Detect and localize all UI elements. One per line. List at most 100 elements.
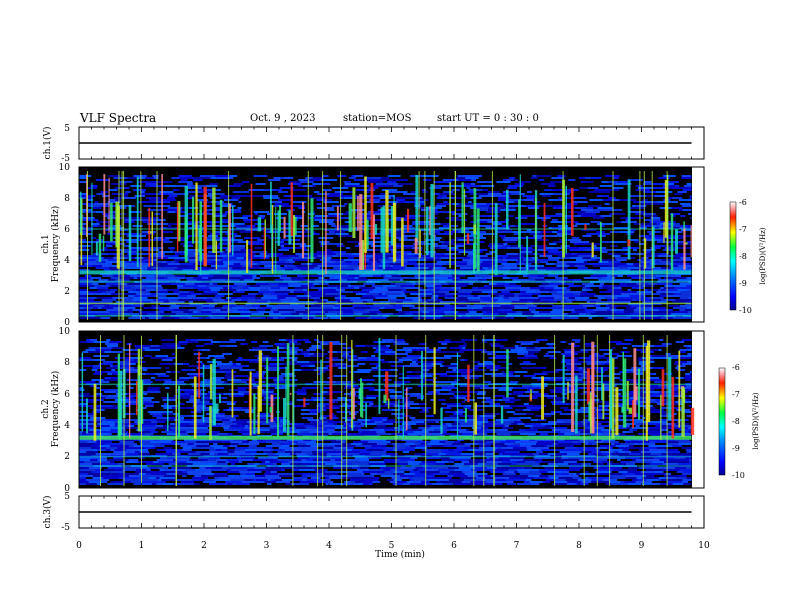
spectrogram-cell [197, 311, 202, 313]
spectrogram-cell [134, 295, 142, 297]
spectrogram-cell [461, 261, 468, 263]
spectrogram-cell [577, 267, 588, 269]
spectrogram-cell [591, 443, 597, 445]
spectrogram-cell [155, 355, 169, 357]
spectrogram-cell [669, 419, 680, 421]
spectrogram-cell [85, 197, 92, 199]
spectrogram-cell [548, 313, 554, 315]
spectrogram-cell [240, 277, 253, 279]
spectrogram-cell [535, 277, 545, 279]
spectrogram-cell [404, 403, 420, 405]
spectrogram-cell [673, 255, 687, 257]
spectrogram-cell [174, 253, 188, 255]
spectrogram-cell [79, 283, 92, 285]
spectrogram-cell [242, 215, 246, 217]
spectrogram-cell [229, 427, 244, 429]
spectrogram-cell [572, 225, 578, 227]
spectrogram-cell [662, 423, 676, 425]
spectrogram-cell [177, 421, 190, 423]
spectrogram-cell [253, 263, 258, 265]
spectrogram-cell [296, 427, 307, 429]
spectrogram-cell [93, 443, 104, 445]
spectrogram-cell [493, 297, 504, 299]
spectrogram-cell [531, 311, 539, 313]
spectrogram-cell [585, 285, 596, 287]
spectrogram-cell [237, 285, 247, 287]
spectrogram-cell [440, 365, 444, 367]
spectrogram-cell [627, 283, 636, 285]
spectrogram-cell [689, 263, 692, 265]
spectrogram-cell [220, 219, 231, 221]
spectrogram-cell [559, 227, 572, 229]
spectrogram-cell [570, 257, 583, 259]
spectrogram-cell [613, 177, 619, 179]
spectrogram-cell [680, 203, 691, 205]
spectrogram-cell [302, 339, 310, 341]
spectrogram-cell [353, 313, 363, 315]
spectrogram-cell [194, 393, 208, 395]
spectrogram-cell [613, 227, 629, 229]
spectrogram-cell [619, 317, 632, 319]
spectrogram-cell [631, 299, 637, 301]
spectrogram-cell [503, 191, 520, 193]
spectrogram-cell [572, 443, 582, 445]
spectrogram-cell [336, 399, 352, 401]
spectrogram-cell [624, 339, 633, 341]
spectrogram-cell [681, 411, 692, 413]
spectrogram-cell [159, 363, 175, 365]
spectrogram-cell [492, 195, 510, 197]
spectrogram-cell [145, 277, 156, 279]
spectrogram-cell [431, 433, 443, 435]
spectrogram-cell [352, 279, 368, 281]
spectrogram-cell [79, 425, 83, 427]
spectrogram-cell [652, 227, 659, 229]
spectrogram-cell [423, 257, 441, 259]
spectrogram-cell [170, 305, 180, 307]
spectrogram-cell [512, 279, 530, 281]
spectrogram-cell [96, 441, 112, 443]
spectrogram-cell [611, 275, 618, 277]
spectrogram-cell [388, 289, 402, 291]
spectrogram-cell [297, 275, 307, 277]
spectrogram-cell [379, 201, 388, 203]
spectrogram-cell [231, 245, 246, 247]
spectrogram-cell [448, 391, 465, 393]
spectrogram-cell [333, 423, 337, 425]
spectrogram-cell [399, 373, 404, 375]
spectrogram-cell [488, 421, 494, 423]
spectrogram-cell [126, 379, 143, 381]
spectrogram-cell [587, 263, 600, 265]
spectrogram-cell [528, 307, 543, 309]
spectrogram-cell [602, 285, 617, 287]
spectrogram-cell [375, 297, 391, 299]
spectrogram-cell [589, 289, 593, 291]
spectrogram-cell [573, 345, 581, 347]
spectrogram-cell [491, 399, 499, 401]
spectrogram-cell [320, 391, 328, 393]
spectrogram-cell [213, 301, 220, 303]
spectrogram-cell [487, 191, 500, 193]
spectrogram-cell [308, 279, 315, 281]
spectrogram-cell [159, 269, 175, 271]
spectrogram-cell [260, 261, 278, 263]
spectrogram-cell [280, 245, 285, 247]
spectrogram-cell [79, 175, 92, 177]
spectrogram-cell [675, 341, 685, 343]
spectrogram-cell [630, 269, 642, 271]
spectrogram-cell [243, 427, 252, 429]
spectrogram-cell [676, 365, 686, 367]
chorus-burst [506, 189, 509, 230]
spectrogram-cell [486, 429, 498, 431]
spectrogram-cell [203, 379, 208, 381]
spectrogram-cell [98, 289, 111, 291]
spectrogram-cell [143, 307, 153, 309]
spectrogram-cell [183, 363, 190, 365]
spectrogram-cell [327, 263, 340, 265]
spectrogram-cell [197, 199, 208, 201]
spectrogram-cell [140, 381, 153, 383]
spectrogram-cell [139, 373, 147, 375]
spectrogram-cell [496, 255, 508, 257]
spectrogram-cell [206, 189, 217, 191]
spectrogram-cell [208, 431, 220, 433]
spectrogram-cell [642, 267, 652, 269]
